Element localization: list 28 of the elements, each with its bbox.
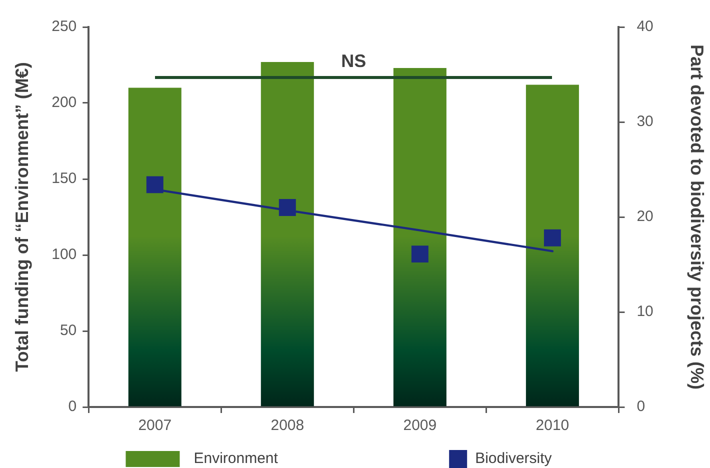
point (146, 176, 164, 194)
x-tick-label: 2010 (536, 417, 570, 434)
y-tick-label: 100 (52, 246, 77, 264)
y2-tick-label: 40 (636, 18, 654, 36)
y2-tick-label: 20 (636, 208, 654, 226)
bar (260, 62, 314, 406)
y-tick-label: 150 (52, 170, 77, 188)
y-tick-label: 0 (68, 398, 77, 416)
y2-tick-label: 0 (636, 398, 646, 416)
y2-tick-label: 30 (636, 113, 654, 130)
y-axis-title: Total funding of “Environment” (M€) (12, 62, 32, 372)
point (411, 246, 428, 263)
y2-axis-title: Part devoted to biodiversity projects (%) (687, 44, 708, 390)
y-tick-label: 250 (52, 18, 77, 36)
bar (393, 68, 446, 406)
x-tick-label: 2009 (403, 417, 437, 434)
y-tick-label: 50 (60, 322, 77, 340)
bar (526, 84, 579, 406)
point (544, 229, 561, 246)
x-tick-label: 2008 (270, 417, 304, 434)
x-tick-label: 2007 (138, 417, 172, 434)
legend-label: Biodiversity (475, 450, 552, 468)
point (278, 199, 296, 216)
bar (128, 88, 182, 406)
legend-label: Environment (194, 450, 279, 468)
y-tick-label: 200 (52, 94, 77, 112)
y2-tick-label: 10 (636, 303, 654, 320)
annotation: NS (341, 50, 366, 71)
